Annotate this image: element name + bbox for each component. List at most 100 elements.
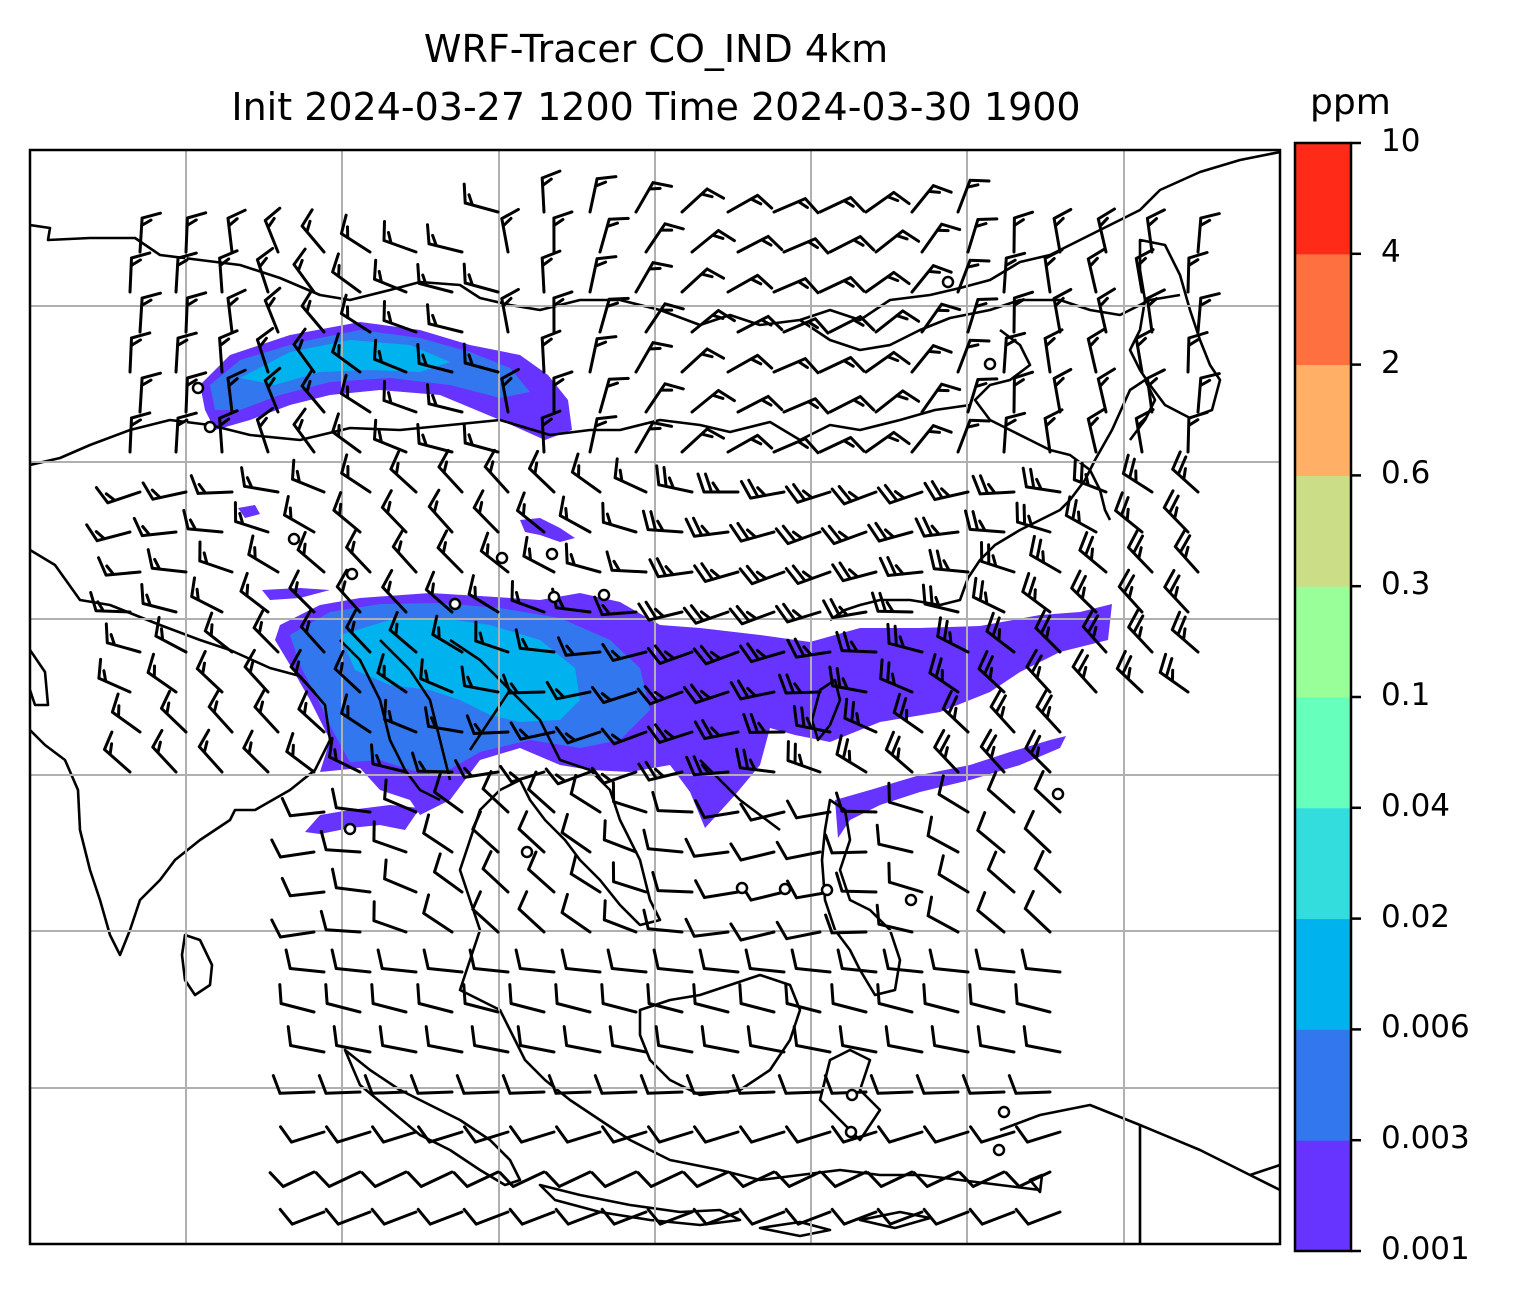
wind-barb [922, 1207, 970, 1226]
wind-barb [1134, 408, 1155, 454]
wind-barb [380, 489, 408, 534]
wind-barb [870, 591, 914, 614]
wind-barb [296, 530, 326, 574]
wind-barb [1196, 212, 1221, 254]
wind-barb [866, 1170, 914, 1188]
wind-barb [283, 495, 316, 534]
wind-barb [378, 1025, 418, 1054]
wind-barb [1043, 328, 1064, 374]
wind-barb [1096, 287, 1116, 334]
wind-barb [508, 1207, 556, 1226]
wind-barb [544, 1170, 592, 1188]
wind-barb [218, 409, 239, 454]
wind-barb [1014, 983, 1052, 1014]
wind-barb [836, 948, 878, 974]
border-indochina [379, 638, 591, 781]
wind-barb [376, 653, 408, 694]
wind-barb [728, 605, 776, 626]
colorbar-segment [1295, 697, 1351, 809]
wind-barb [514, 948, 556, 974]
wind-barb [1096, 367, 1116, 414]
wind-barb [928, 653, 960, 694]
wind-barb [735, 747, 776, 774]
wind-barb [968, 1207, 1016, 1226]
wind-barb [339, 293, 372, 334]
wind-barb [828, 395, 876, 414]
wind-barb [824, 913, 868, 935]
colorbar-tick-label: 10 [1381, 123, 1421, 159]
wind-barb [611, 861, 648, 894]
wind-barb [1170, 610, 1200, 654]
wind-barb [97, 657, 132, 694]
wind-barb [552, 290, 574, 334]
wind-barb [460, 665, 500, 694]
wind-barb [744, 948, 786, 974]
wind-barb [593, 1074, 638, 1095]
wind-barb [1145, 368, 1166, 414]
wind-barb [382, 300, 418, 334]
colorbar-tick-label: 4 [1381, 233, 1401, 270]
wind-barb [729, 521, 776, 543]
wind-barb [1033, 770, 1062, 814]
wind-barb [452, 1170, 500, 1188]
wind-barb [956, 418, 991, 454]
wind-barb [682, 683, 730, 705]
wind-barb [928, 548, 970, 574]
colorbar-tick-label: 0.006 [1381, 1009, 1470, 1046]
wind-barb [634, 261, 674, 294]
colorbar-segment [1295, 918, 1351, 1030]
chart-title-line1: WRF-Tracer CO_IND 4km [423, 27, 889, 71]
wind-barb [835, 871, 878, 894]
wind-barb [818, 356, 866, 374]
wind-barb [608, 1025, 648, 1054]
wind-barb [409, 1074, 454, 1095]
wind-barb [560, 812, 592, 854]
wind-barb [601, 642, 648, 662]
wind-barb [636, 1170, 684, 1188]
wind-barb [1171, 450, 1200, 494]
wind-barb [588, 175, 618, 214]
wind-barb [479, 531, 510, 574]
wind-barb [226, 368, 247, 414]
wind-barb [280, 876, 326, 898]
wind-barb [600, 727, 648, 746]
wind-barb [297, 690, 326, 734]
border-himalaya [30, 403, 971, 467]
wind-barb [255, 406, 275, 454]
wind-barb [830, 983, 868, 1014]
wind-barb [986, 770, 1016, 814]
plume-east-strip [835, 736, 1066, 838]
wind-barb [424, 1025, 464, 1054]
calm-wind-circle [545, 547, 559, 561]
wind-barb [481, 770, 510, 814]
wind-barb [292, 247, 316, 294]
wind-barb [915, 1074, 960, 1095]
wind-barb [1186, 331, 1209, 374]
wind-barb [828, 665, 868, 694]
wind-barb [300, 368, 326, 414]
wind-barb [389, 450, 418, 494]
wind-barb [372, 900, 408, 934]
wind-barb [792, 1025, 832, 1054]
wind-barb [332, 1025, 372, 1054]
plume-speckle-2 [238, 505, 260, 518]
wind-barb [736, 234, 784, 254]
wind-barb [731, 1074, 776, 1095]
wind-barb [739, 642, 786, 664]
wind-barb [552, 370, 574, 414]
coast-borneo [638, 973, 802, 1097]
wind-barb [182, 508, 224, 534]
wind-barb [876, 983, 914, 1014]
wind-barb [174, 251, 198, 294]
wind-barb [690, 309, 736, 334]
wind-barb [331, 252, 362, 294]
wind-barb [1186, 251, 1209, 294]
wind-barb [560, 948, 602, 974]
wind-barb [729, 922, 776, 942]
wind-barb [233, 501, 270, 534]
wind-barb [270, 838, 316, 859]
wind-barb [642, 908, 684, 934]
wind-barb [693, 562, 740, 583]
wind-barb [977, 650, 1006, 694]
